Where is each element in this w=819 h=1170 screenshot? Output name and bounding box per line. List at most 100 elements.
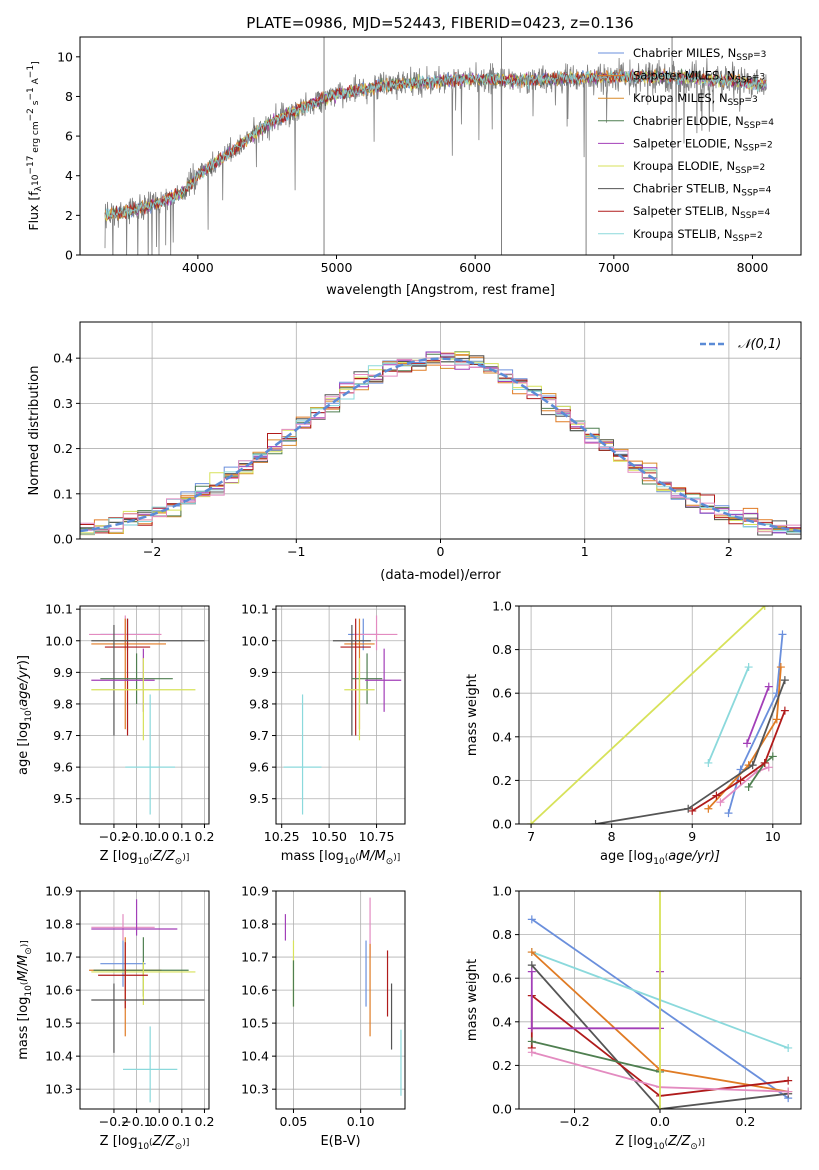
label-part: )] xyxy=(20,940,30,947)
x-axis-label: Z [log10(Z/Z⊙)] xyxy=(100,849,190,867)
x-axis-label: Z [log10(Z/Z⊙)] xyxy=(100,1134,190,1152)
label-part: SSP xyxy=(744,121,761,131)
y-tick-label: 10.9 xyxy=(45,884,73,899)
label-part: mass [log xyxy=(16,997,31,1060)
weight-marker xyxy=(743,739,752,748)
label-part: SSP xyxy=(733,234,750,244)
errorbar-point xyxy=(91,914,155,941)
weight-series-line xyxy=(530,971,661,1030)
label-part: )] xyxy=(698,1138,705,1148)
axes-frame xyxy=(79,605,210,825)
y-tick-label: 10.8 xyxy=(45,917,73,932)
label-part: )] xyxy=(182,853,189,863)
weight-series-line xyxy=(707,666,782,810)
y-tick-label: 9.6 xyxy=(249,760,269,775)
errorbar-point xyxy=(100,940,146,987)
x-axis-label: mass [log10(M/M⊙)] xyxy=(281,849,401,867)
plot-area xyxy=(284,897,402,1096)
label-part: =3 xyxy=(753,50,766,60)
y-tick-label: 10.7 xyxy=(241,950,269,965)
label-part: M/M xyxy=(16,955,31,982)
label-part: )] xyxy=(393,853,400,863)
y-tick-label: 1.0 xyxy=(492,884,512,899)
errorbar-point xyxy=(91,648,155,712)
y-tick-label: 0.6 xyxy=(492,971,512,986)
mass-vs-ebv-panel: 0.05 0.10 10.3 10.4 10.5 10.6 10.7 10.8 10.9 E(B-… xyxy=(241,884,406,1149)
x-axis-label: E(B-V) xyxy=(320,1134,360,1149)
legend-entry: Chabrier STELIB, NSSP=4 xyxy=(633,182,772,199)
axes-frame xyxy=(79,890,210,1110)
label-part: Salpeter MILES, N xyxy=(633,69,735,83)
legend-entry: Kroupa STELIB, NSSP=2 xyxy=(633,227,763,244)
x-tick-label: 0.2 xyxy=(195,829,215,844)
x-tick-label: 10.50 xyxy=(311,829,347,844)
label-part: ( xyxy=(149,1138,153,1148)
label-part: Salpeter STELIB, N xyxy=(633,204,740,218)
x-tick-label: 0.1 xyxy=(172,1114,192,1129)
axes-frame xyxy=(275,605,406,825)
y-axis-label: mass [log10(M/M⊙)] xyxy=(16,940,34,1060)
x-tick-label: −0.2 xyxy=(99,1114,129,1129)
x-axis-label: Z [log10(Z/Z⊙)] xyxy=(615,1134,705,1152)
y-axis-label: age [log10(age/yr)] xyxy=(16,655,34,775)
weight-marker xyxy=(772,715,781,724)
weight-marker xyxy=(764,763,773,772)
weight-marker xyxy=(760,758,769,767)
x-tick-label: 0.05 xyxy=(280,1114,308,1129)
label-part: λ xyxy=(34,185,44,191)
x-tick-label: −2 xyxy=(143,544,161,559)
x-tick-label: 5000 xyxy=(321,260,353,275)
y-tick-label: 10 xyxy=(57,49,73,64)
plot-area xyxy=(104,37,767,255)
weight-marker xyxy=(744,782,753,791)
weight-marker xyxy=(591,820,600,824)
x-tick-label: −0.2 xyxy=(99,829,129,844)
y-tick-label: 0.8 xyxy=(492,642,512,657)
y-tick-label: 10.5 xyxy=(241,1016,269,1031)
x-tick-label: −0.1 xyxy=(121,829,151,844)
x-tick-label: −0.2 xyxy=(559,1114,589,1129)
y-tick-label: 0.0 xyxy=(492,817,512,832)
label-part: erg cm xyxy=(31,121,41,155)
y-tick-label: 4 xyxy=(65,168,73,183)
label-part: 10 xyxy=(138,857,150,867)
label-part: Chabrier STELIB, N xyxy=(633,182,741,196)
weight-series-line xyxy=(530,606,766,824)
label-part: =4 xyxy=(758,186,772,196)
label-part: −17 xyxy=(26,156,36,175)
label-part: Z [log xyxy=(615,1134,653,1149)
x-tick-label: 7 xyxy=(527,829,535,844)
label-part: −1 xyxy=(26,65,36,78)
y-tick-label: 9.8 xyxy=(53,696,73,711)
y-tick-label: 10.0 xyxy=(45,633,73,648)
weight-marker xyxy=(780,676,789,685)
y-axis-label: Flux [fλ10−17 erg cm−2 s−1 A−1] xyxy=(26,61,44,230)
label-part: Flux [f xyxy=(26,191,41,231)
weight-marker xyxy=(712,791,721,800)
label-part: ( xyxy=(20,707,30,711)
y-tick-label: 10.1 xyxy=(45,602,73,617)
y-tick-label: 9.6 xyxy=(53,760,73,775)
label-part: =2 xyxy=(752,163,765,173)
label-part: SSP xyxy=(736,53,753,63)
x-tick-label: 8000 xyxy=(737,260,769,275)
label-part: ⊙ xyxy=(175,1142,183,1152)
weight-marker xyxy=(784,1087,793,1096)
label-part: Z/Z xyxy=(152,849,176,864)
label-part: ( xyxy=(149,853,153,863)
weight-series-line xyxy=(707,666,750,764)
errorbar-point xyxy=(91,899,178,936)
mass-vs-z-panel: −0.2−0.10.0 0.1 0.2 10.3 10.4 10.5 10.6 10.7 10.… xyxy=(16,884,214,1153)
label-part: SSP xyxy=(741,189,758,199)
label-part: ( xyxy=(665,1138,669,1148)
legend-entry: Salpeter STELIB, NSSP=4 xyxy=(633,204,770,221)
axes-frame xyxy=(79,36,802,256)
x-tick-label: 2 xyxy=(725,544,733,559)
errorbar-point xyxy=(100,653,173,704)
label-part: )] xyxy=(16,655,31,665)
label-part: Kroupa STELIB, N xyxy=(633,227,733,241)
label-part: Kroupa MILES, N xyxy=(633,91,728,105)
errorbar-point xyxy=(91,618,166,730)
errorbar-point xyxy=(344,658,375,741)
